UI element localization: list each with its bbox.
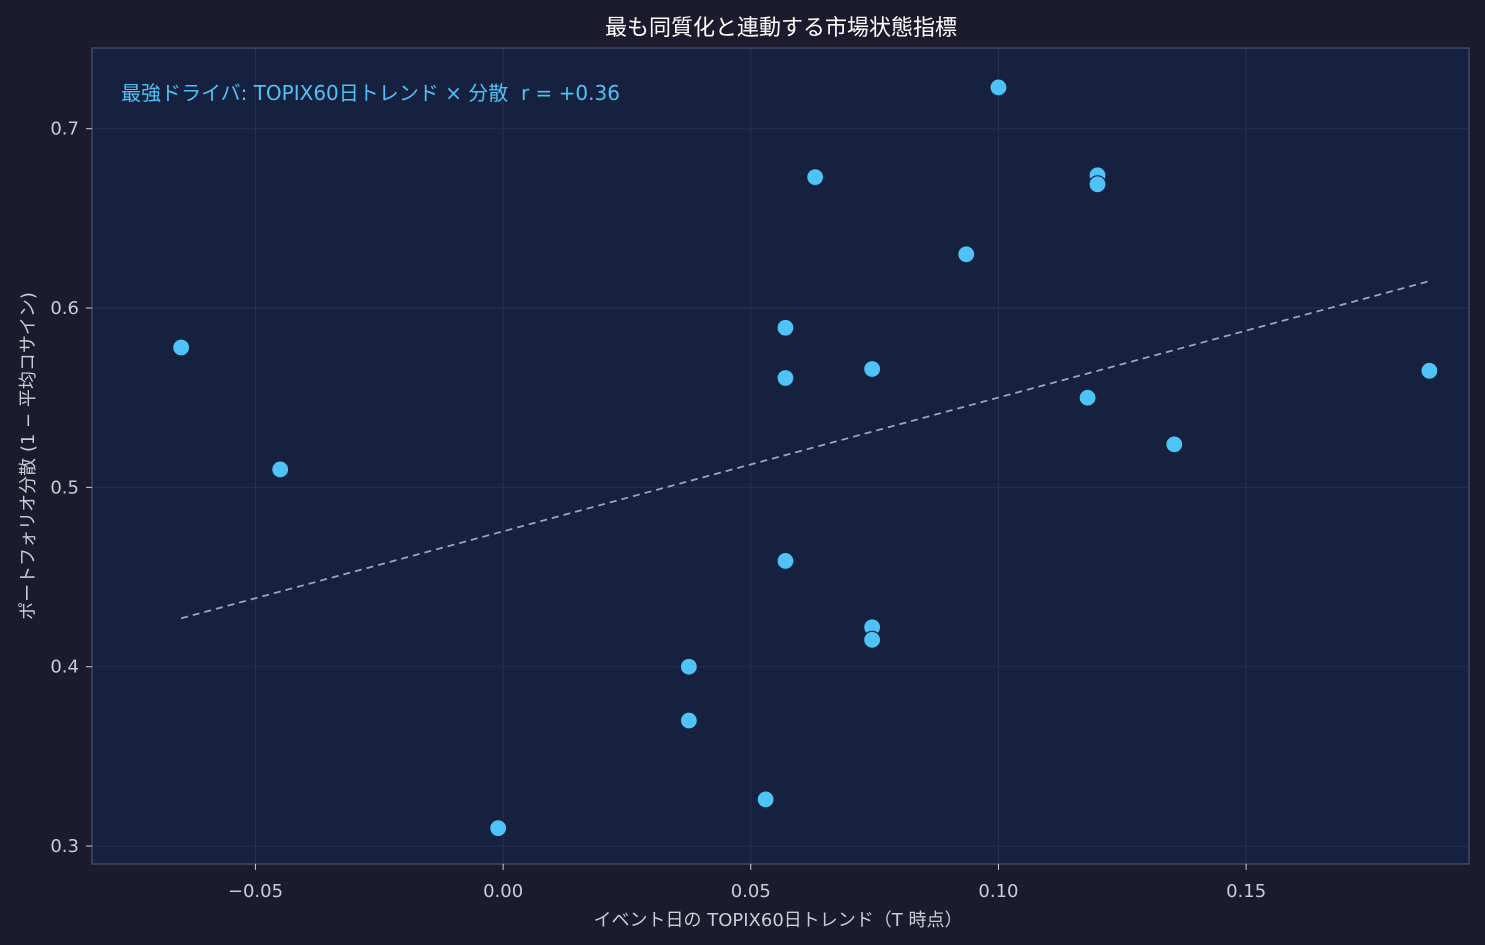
plot-frame: [91, 47, 1470, 865]
data-point: [172, 338, 191, 357]
data-point: [806, 168, 825, 187]
data-point: [776, 318, 795, 337]
chart-title: 最も同質化と連動する市場状態指標: [605, 16, 957, 41]
data-point: [863, 359, 882, 379]
x-axis-ticks: −0.05 0.00 0.05 0.10 0.15: [228, 864, 1266, 902]
data-point: [271, 460, 290, 479]
data-point: [776, 551, 795, 571]
x-axis-label: イベント日の TOPIX60日トレンド（T 時点）: [594, 910, 963, 931]
y-tick-label: 0.7: [50, 119, 79, 140]
data-point: [489, 819, 508, 838]
x-tick-label: 0.15: [1226, 881, 1266, 902]
plot-area: [92, 48, 1469, 864]
y-tick-label: 0.5: [50, 477, 79, 498]
data-point: [1165, 435, 1184, 454]
x-tick-label: 0.00: [483, 881, 523, 902]
data-point: [776, 368, 795, 388]
data-point: [957, 245, 976, 264]
x-tick-label: 0.10: [978, 881, 1018, 902]
y-tick-label: 0.3: [50, 836, 79, 857]
y-axis-label: ポートフォリオ分散 (1 − 平均コサイン): [18, 292, 39, 620]
data-points: [172, 78, 1439, 838]
y-tick-label: 0.4: [50, 657, 79, 678]
data-point: [1088, 175, 1107, 194]
data-point: [679, 657, 698, 676]
x-tick-label: −0.05: [228, 881, 283, 902]
data-point: [756, 790, 775, 809]
data-point: [1420, 361, 1439, 380]
y-tick-label: 0.6: [50, 298, 79, 319]
data-point: [989, 78, 1008, 97]
data-point: [679, 711, 698, 730]
data-point: [863, 630, 882, 649]
x-tick-label: 0.05: [731, 881, 771, 902]
grid-lines: [92, 48, 1469, 864]
data-point: [1078, 388, 1097, 407]
y-axis-ticks: 0.3 0.4 0.5 0.6 0.7: [50, 119, 92, 857]
annotation-text: 最強ドライバ: TOPIX60日トレンド × 分散 r = +0.36: [121, 81, 620, 105]
